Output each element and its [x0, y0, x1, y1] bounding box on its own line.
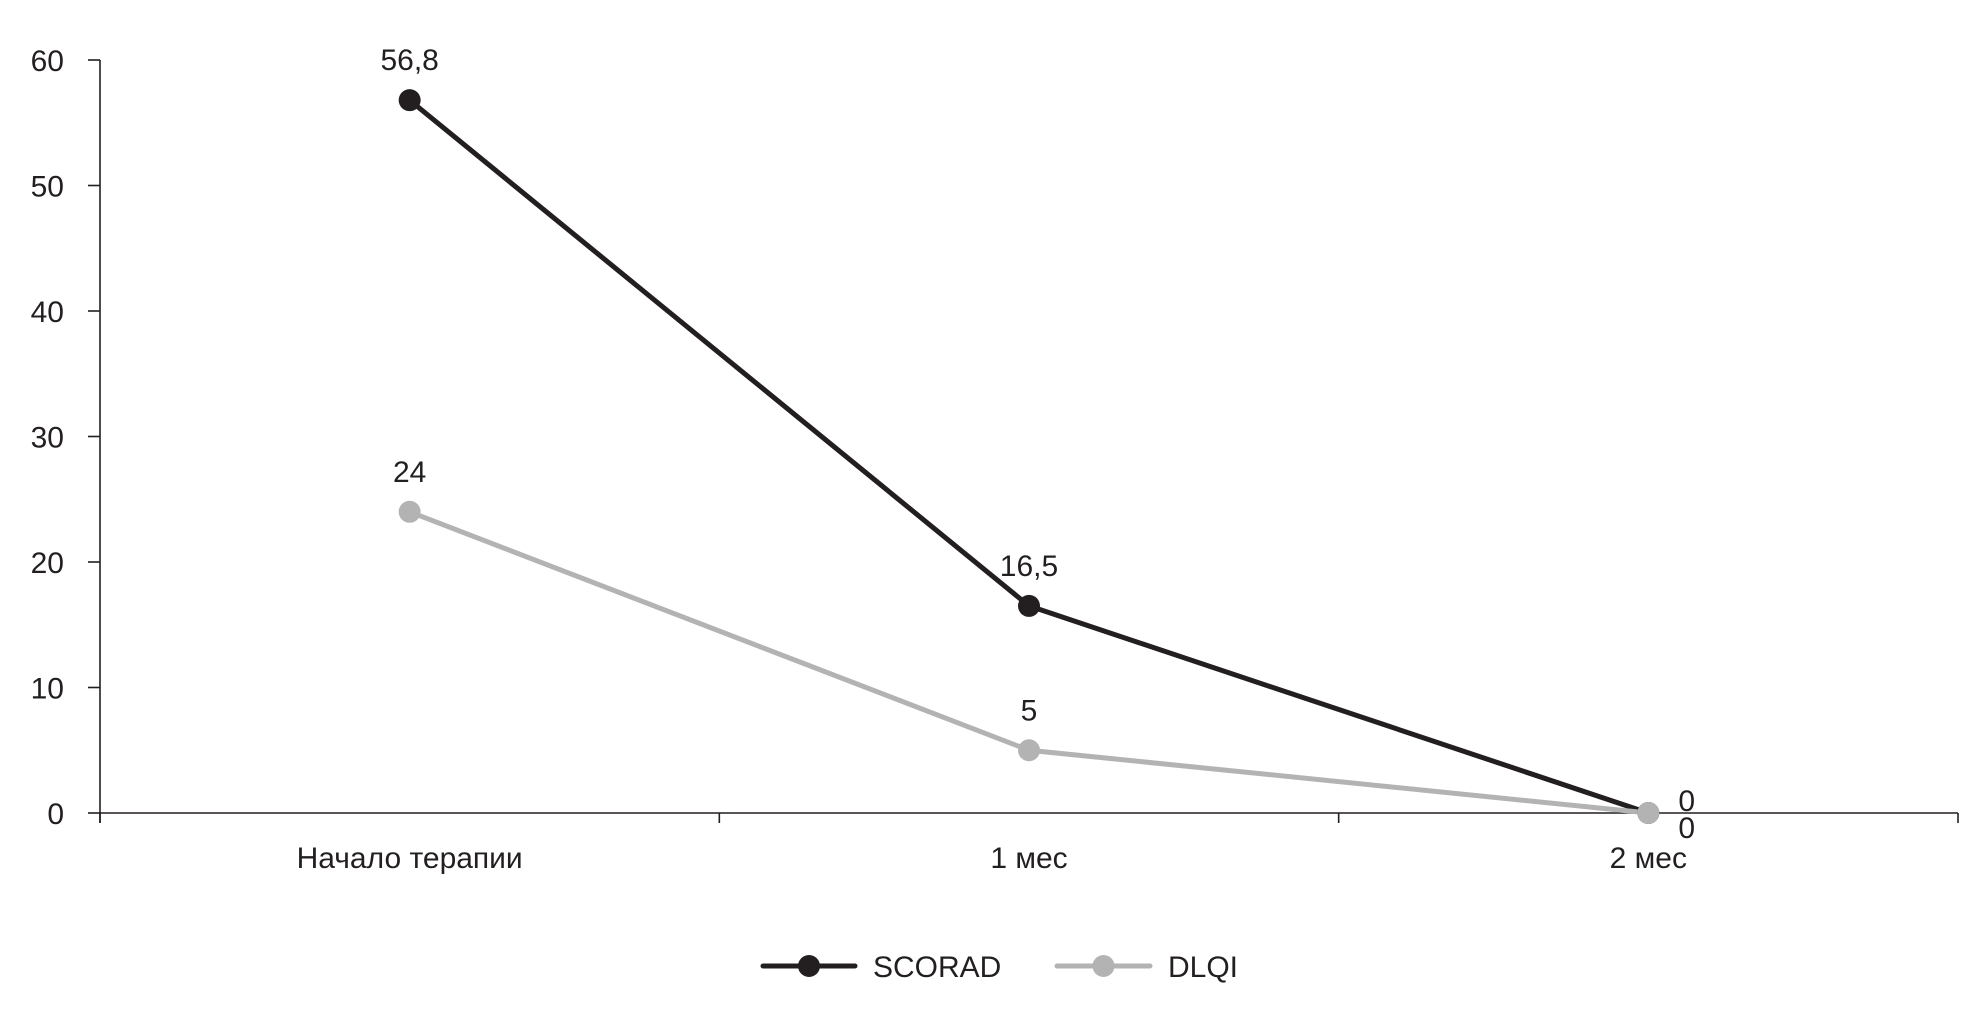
data-point-dlqi: [398, 500, 421, 523]
legend-marker-dlqi: [1092, 955, 1115, 977]
x-tick-label: Начало терапии: [297, 842, 523, 875]
y-tick-label: 20: [31, 547, 64, 580]
y-tick-label: 40: [31, 296, 64, 329]
data-point-dlqi: [1637, 802, 1660, 824]
data-label-scorad: 56,8: [380, 44, 438, 77]
data-labels: 56,8 16,5 0 24 5 0: [380, 44, 1695, 845]
legend-label-dlqi: DLQI: [1168, 951, 1238, 984]
y-tick-label: 60: [31, 45, 64, 78]
data-label-scorad: 0: [1678, 785, 1695, 818]
x-tick-label: 2 мес: [1610, 842, 1687, 875]
data-label-scorad: 16,5: [1000, 550, 1058, 583]
data-point-dlqi: [1018, 739, 1040, 762]
data-label-dlqi: 0: [1678, 812, 1695, 845]
data-point-scorad: [398, 89, 421, 112]
x-tick-label: 1 мес: [990, 842, 1067, 875]
data-label-dlqi: 24: [393, 456, 426, 489]
legend-marker-scorad: [798, 955, 820, 977]
y-tick-label: 0: [47, 798, 64, 831]
legend: SCORAD DLQI: [760, 951, 1238, 984]
data-point-scorad: [1018, 594, 1040, 617]
y-tick-label: 30: [31, 422, 64, 455]
y-tick-label: 10: [31, 673, 64, 706]
y-tick-label: 50: [31, 171, 64, 204]
data-label-dlqi: 5: [1021, 694, 1038, 727]
legend-label-scorad: SCORAD: [873, 951, 1001, 984]
series-group: [398, 89, 1660, 824]
